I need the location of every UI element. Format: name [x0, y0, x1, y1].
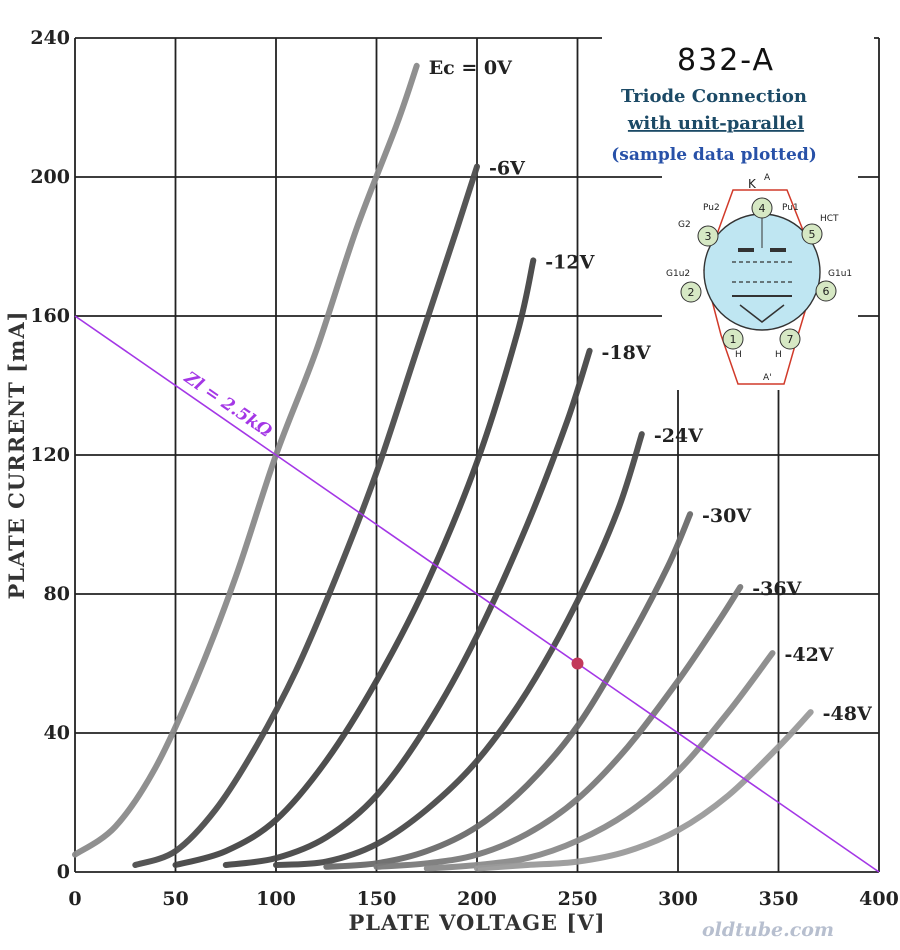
plate-left-electrode	[738, 248, 754, 252]
y-tick-label-0: 0	[57, 861, 70, 883]
curve-label-0: Ec = 0V	[429, 57, 513, 79]
chart-title: 832-A	[677, 43, 775, 78]
pin-6	[815, 280, 837, 302]
plate-right-electrode	[770, 248, 786, 252]
chart-note: (sample data plotted)	[611, 145, 817, 165]
y-tick-label-6: 240	[30, 27, 70, 49]
x-tick-label-7: 350	[759, 888, 799, 910]
plate-curves: Ec = 0V -6V -12V -18V -24V -30V -36V -42V -48V	[72, 57, 873, 872]
curve-6	[373, 584, 744, 870]
x-tick-label-1: 50	[162, 888, 188, 910]
curve-label-2: -12V	[545, 251, 595, 273]
y-tick-label-3: 120	[30, 444, 70, 466]
heater-left-label: H	[735, 350, 742, 360]
curve-label-7: -42V	[784, 644, 834, 666]
subtitle-line-2: with unit-parallel	[627, 113, 804, 134]
curve-4	[273, 431, 645, 868]
x-tick-label-3: 150	[357, 888, 397, 910]
load-line-group	[74, 315, 880, 873]
curve-7	[423, 650, 776, 872]
curve-label-3: -18V	[602, 342, 652, 364]
curve-label-4: -24V	[654, 425, 704, 447]
g1u1-label: G1u1	[828, 269, 852, 279]
curve-label-6: -36V	[752, 578, 802, 600]
x-axis-title: PLATE VOLTAGE [V]	[348, 910, 605, 935]
y-tick-label-2: 80	[44, 583, 70, 605]
tube-base-diagram: 1 2 3 4 5 6 7 K A Pu2 Pu1 G2 HCT G1u2 G1u1 H H…	[662, 172, 858, 390]
hct-label: HCT	[820, 214, 839, 224]
pin-number-1: 1	[730, 333, 737, 346]
g2-label: G2	[678, 220, 691, 230]
x-tick-label-0: 0	[68, 888, 81, 910]
load-line	[74, 315, 880, 873]
x-tick-label-8: 400	[859, 888, 899, 910]
x-tick-label-5: 250	[558, 888, 598, 910]
heater-filament	[739, 304, 785, 323]
curve-3	[222, 347, 593, 868]
curve-1	[132, 163, 480, 868]
curve-5	[323, 511, 694, 870]
load-line-label: Zl = 2.5kΩ	[180, 367, 276, 442]
pin-5	[801, 223, 823, 245]
curve-8	[474, 709, 814, 872]
title-block-background	[602, 36, 874, 172]
pu1-label: Pu1	[782, 203, 799, 213]
pin-1	[722, 328, 744, 350]
pin-2	[680, 281, 702, 303]
subtitle-line-1: Triode Connection	[621, 86, 807, 107]
y-axis-title: PLATE CURRENT [mA]	[4, 310, 29, 599]
axis-ticks: 0 50 100 150 200 250 300 350 4000408012016020024…	[30, 27, 899, 910]
pin-7	[779, 328, 801, 350]
x-tick-label-2: 100	[256, 888, 296, 910]
g1u2-label: G1u2	[666, 269, 690, 279]
pin-number-6: 6	[823, 285, 830, 298]
x-tick-label-4: 200	[457, 888, 497, 910]
y-tick-label-1: 40	[44, 722, 70, 744]
curve-label-5: -30V	[702, 505, 752, 527]
curve-label-1: -6V	[489, 158, 526, 180]
operating-point	[571, 657, 584, 670]
watermark: oldtube.com	[702, 919, 834, 941]
anode-label: A	[764, 173, 771, 183]
curve-0	[72, 62, 420, 858]
pin-number-4: 4	[759, 202, 766, 215]
heater-right-label: H	[775, 350, 782, 360]
pin-4	[751, 197, 773, 219]
y-tick-label-4: 160	[30, 305, 70, 327]
pin-number-3: 3	[705, 230, 712, 243]
pu2-label: Pu2	[703, 203, 720, 213]
pin-number-2: 2	[688, 286, 695, 299]
cathode-label: K	[748, 177, 757, 191]
curve-label-8: -48V	[823, 703, 873, 725]
tube-pins: 1 2 3 4 5 6 7	[680, 197, 837, 350]
pin-3	[697, 225, 719, 247]
y-tick-label-5: 200	[30, 166, 70, 188]
pin-number-7: 7	[787, 333, 794, 346]
anode-prime-label: A'	[763, 373, 772, 383]
curve-2	[172, 257, 537, 868]
x-tick-label-6: 300	[658, 888, 698, 910]
pin-number-5: 5	[809, 228, 816, 241]
